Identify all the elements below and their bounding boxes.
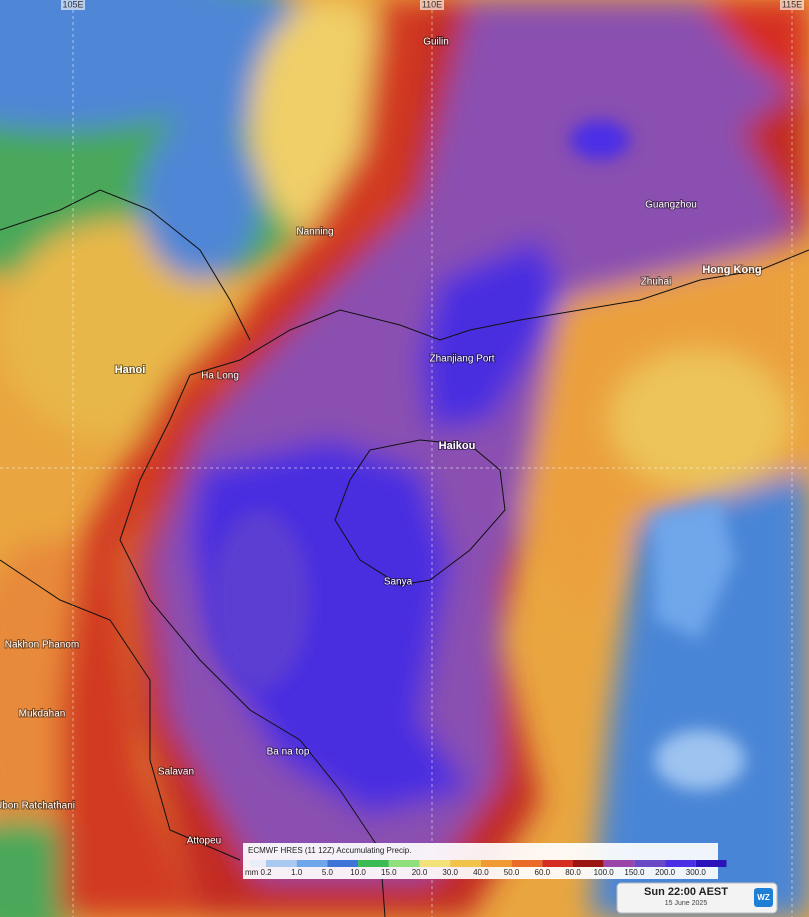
- legend-tick-label: 30.0: [442, 868, 458, 877]
- legend-swatch: [695, 860, 727, 867]
- longitude-label-bg: [61, 0, 85, 10]
- longitude-label-bg: [420, 0, 444, 10]
- legend-swatch: [665, 860, 696, 867]
- legend-swatch: [511, 860, 543, 867]
- legend-tick-label: 150.0: [624, 868, 645, 877]
- place-label: Guilin: [423, 37, 449, 48]
- longitude-labels: 105E 110E 115E: [61, 0, 804, 10]
- logo: WZ: [757, 893, 770, 902]
- legend-tick-label: 15.0: [381, 868, 397, 877]
- legend-tick-label: 20.0: [412, 868, 428, 877]
- legend-swatch: [480, 860, 512, 867]
- legend-swatch: [250, 860, 266, 867]
- legend-tick-label: 50.0: [504, 868, 520, 877]
- legend-swatch: [388, 860, 420, 867]
- legend-swatch: [358, 860, 389, 867]
- graticule: [0, 10, 809, 917]
- place-label: Guangzhou: [645, 200, 697, 211]
- place-label: Ba na top: [267, 747, 310, 758]
- legend-swatch: [266, 860, 297, 867]
- longitude-label: 110E: [422, 0, 442, 9]
- legend-swatch: [419, 860, 451, 867]
- legend-tick-label: 5.0: [322, 868, 334, 877]
- legend-swatch: [327, 860, 359, 867]
- legend-tick-label: 1.0: [291, 868, 303, 877]
- legend-tick-label: 200.0: [655, 868, 676, 877]
- legend-tick-label: 0.2: [260, 868, 272, 877]
- place-label: Zhanjiang Port: [429, 354, 494, 365]
- place-label: Hanoi: [115, 364, 146, 376]
- longitude-label: 105E: [62, 0, 83, 9]
- legend-tick-label: 10.0: [350, 868, 366, 877]
- legend-tick-label: 40.0: [473, 868, 489, 877]
- legend-unit: mm: [245, 868, 259, 877]
- place-label: Nanning: [296, 227, 333, 238]
- legend-swatch: [634, 860, 666, 867]
- legend-tick-label: 80.0: [565, 868, 581, 877]
- legend: ECMWF HRES (11 12Z) Accumulating Precip.…: [243, 843, 727, 879]
- place-label: Attopeu: [187, 836, 221, 847]
- timestamp-time: Sun 22:00 AEST: [644, 886, 728, 898]
- logo-box: [754, 888, 773, 907]
- place-label: Mukdahan: [19, 709, 66, 720]
- legend-swatch: [450, 860, 481, 867]
- coastline: [0, 189, 809, 917]
- place-label: Ha Long: [201, 371, 239, 382]
- timestamp-box: [616, 882, 778, 914]
- place-label: Salavan: [158, 767, 194, 778]
- legend-swatch: [603, 860, 635, 867]
- place-labels: Guilin Nanning Guangzhou Hong Kong Zhuhai Han…: [0, 36, 763, 848]
- timestamp-date: 15 June 2025: [665, 900, 708, 907]
- legend-title: ECMWF HRES (11 12Z) Accumulating Precip.: [248, 846, 411, 855]
- timestamp: Sun 22:00 AEST 15 June 2025 WZ: [616, 882, 778, 914]
- legend-tick-label: 300.0: [686, 868, 707, 877]
- place-label: Ubon Ratchathani: [0, 801, 75, 812]
- longitude-label-bg: [780, 0, 804, 10]
- place-label: Sanya: [384, 577, 413, 588]
- legend-swatch: [573, 860, 604, 867]
- place-label: Zhuhai: [641, 277, 672, 288]
- legend-swatch: [296, 860, 328, 867]
- legend-swatch: [542, 860, 573, 867]
- legend-tick-label: 100.0: [594, 868, 615, 877]
- place-label: Haikou: [439, 440, 476, 452]
- place-label: Nakhon Phanom: [5, 640, 80, 651]
- legend-tick-label: 60.0: [535, 868, 551, 877]
- place-label: Hong Kong: [702, 264, 761, 276]
- legend-scale: 0.2 1.0 5.0 10.0 15.0 20.0 30.0 40.0 50.0 60.0 80.…: [250, 860, 727, 877]
- longitude-label: 115E: [782, 0, 802, 9]
